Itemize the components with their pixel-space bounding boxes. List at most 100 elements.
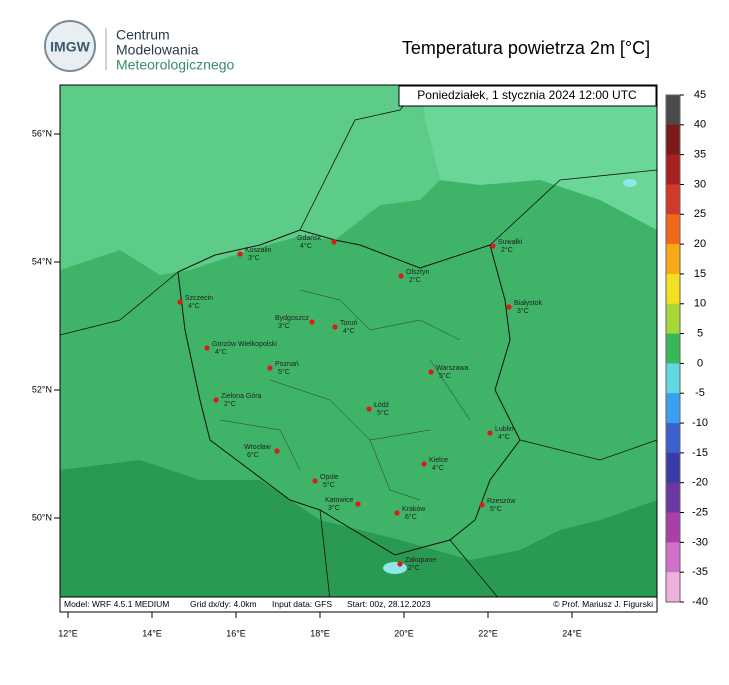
city-marker (355, 501, 361, 507)
city-temp: 3°C (328, 504, 340, 512)
city-name: Katowice (325, 497, 354, 504)
region-border (219, 289, 471, 501)
colorbar-segment (666, 184, 680, 215)
map: Poniedziałek, 1 stycznia 2024 12:00 UTC … (59, 84, 658, 613)
footer-start: Start: 00z, 28.12.2023 (347, 599, 431, 609)
city-temp: 3°C (278, 322, 290, 330)
lon-label: 22°E (478, 628, 498, 638)
city-name: Olsztyn (406, 269, 429, 276)
city-marker (366, 406, 372, 412)
city-name: Toruń (340, 320, 358, 327)
colorbar-segment (666, 482, 680, 514)
border (59, 84, 658, 601)
org-line: Modelowania (116, 42, 199, 58)
city-temp: 6°C (247, 451, 259, 459)
colorbar-segment (666, 273, 680, 305)
city-temp: 2°C (408, 564, 420, 572)
city-name: Łódź (374, 402, 390, 409)
city-temp: 2°C (224, 400, 236, 408)
city-name: Kielce (429, 457, 448, 464)
city-temp: 3°C (517, 307, 529, 315)
colorbar-label: -20 (692, 477, 708, 489)
city-marker (274, 448, 280, 454)
lon-label: 20°E (394, 628, 414, 638)
city-name: Lublin (495, 426, 514, 433)
colorbar-segment (666, 303, 680, 335)
colorbar-label: -5 (695, 387, 705, 399)
colorbar-segment (666, 124, 680, 156)
colorbar-label: -15 (692, 447, 708, 459)
org-line: Centrum (116, 27, 170, 43)
lat-label: 50°N (32, 512, 52, 522)
lon-label: 14°E (142, 628, 162, 638)
org-line: Meteorologicznego (116, 57, 235, 73)
colorbar-label: 5 (697, 327, 703, 339)
city-temp: 4°C (343, 327, 355, 335)
date-box (398, 85, 657, 107)
date: Poniedziałek, 1 stycznia 2024 12:00 UTC (417, 88, 637, 102)
lat-label: 54°N (32, 256, 52, 266)
city-name: Koszalin (245, 247, 272, 254)
city-marker (237, 251, 243, 257)
colorbar-segment (666, 512, 680, 543)
colorbar-label: 25 (694, 208, 706, 220)
logo-circle (44, 20, 96, 72)
city-temp: 2°C (501, 246, 513, 254)
colorbar-segment (666, 333, 680, 364)
city-name: Bydgoszcz (275, 315, 309, 322)
city-marker (331, 239, 337, 245)
city-name: Poznań (275, 361, 299, 368)
city-name: Warszawa (436, 365, 469, 372)
lon-label: 24°E (562, 628, 582, 638)
city-marker (428, 369, 434, 375)
colorbar-frame (665, 94, 681, 603)
colorbar-segment (666, 423, 680, 454)
city-marker (213, 397, 219, 403)
footer-bar (59, 596, 658, 613)
city-marker (394, 510, 400, 516)
city-marker (479, 502, 485, 508)
city-name: Opole (320, 474, 339, 481)
colorbar-label: 0 (697, 357, 703, 369)
city-temp: 5°C (323, 481, 335, 489)
city-name: Gorzów Wielkopolski (212, 341, 277, 348)
city-marker (204, 345, 210, 351)
city-temp: 2°C (409, 276, 421, 284)
city-temp: 5°C (439, 372, 451, 380)
mountains (60, 460, 657, 612)
sea (60, 85, 440, 275)
city-temp: 5°C (490, 505, 502, 513)
city-marker (312, 478, 318, 484)
city-name: Szczecin (185, 295, 213, 302)
city-temp: 6°C (405, 513, 417, 521)
colorbar-label: -10 (692, 417, 708, 429)
city-name: Rzeszów (487, 498, 516, 505)
colorbar-label: 45 (694, 89, 706, 101)
cold-spot (383, 562, 407, 574)
colorbar-segment (666, 214, 680, 245)
city-name: Zielona Góra (221, 393, 262, 400)
city-temp: 4°C (432, 464, 444, 472)
colorbar-label: 35 (694, 149, 706, 161)
colorbar-segment (666, 393, 680, 424)
city-temp: 4°C (498, 433, 510, 441)
colorbar-segment (666, 452, 680, 484)
city-temp: 4°C (188, 302, 200, 310)
colorbar-segment (666, 572, 680, 603)
colorbar-segment (666, 154, 680, 185)
city-temp: 4°C (300, 242, 312, 250)
city-name: Kraków (402, 506, 426, 513)
colorbar-label: -25 (692, 506, 708, 518)
cold-spot (623, 179, 637, 187)
title: Temperatura powietrza 2m [°C] (402, 38, 650, 58)
colorbar-segment (666, 363, 680, 394)
city-temp: 4°C (215, 348, 227, 356)
city-temp: 3°C (248, 254, 260, 262)
lon-label: 16°E (226, 628, 246, 638)
city-marker (309, 319, 315, 325)
city-marker (398, 273, 404, 279)
city-marker (487, 430, 493, 436)
city-marker (332, 324, 338, 330)
footer-input: Input data: GFS (272, 599, 332, 609)
